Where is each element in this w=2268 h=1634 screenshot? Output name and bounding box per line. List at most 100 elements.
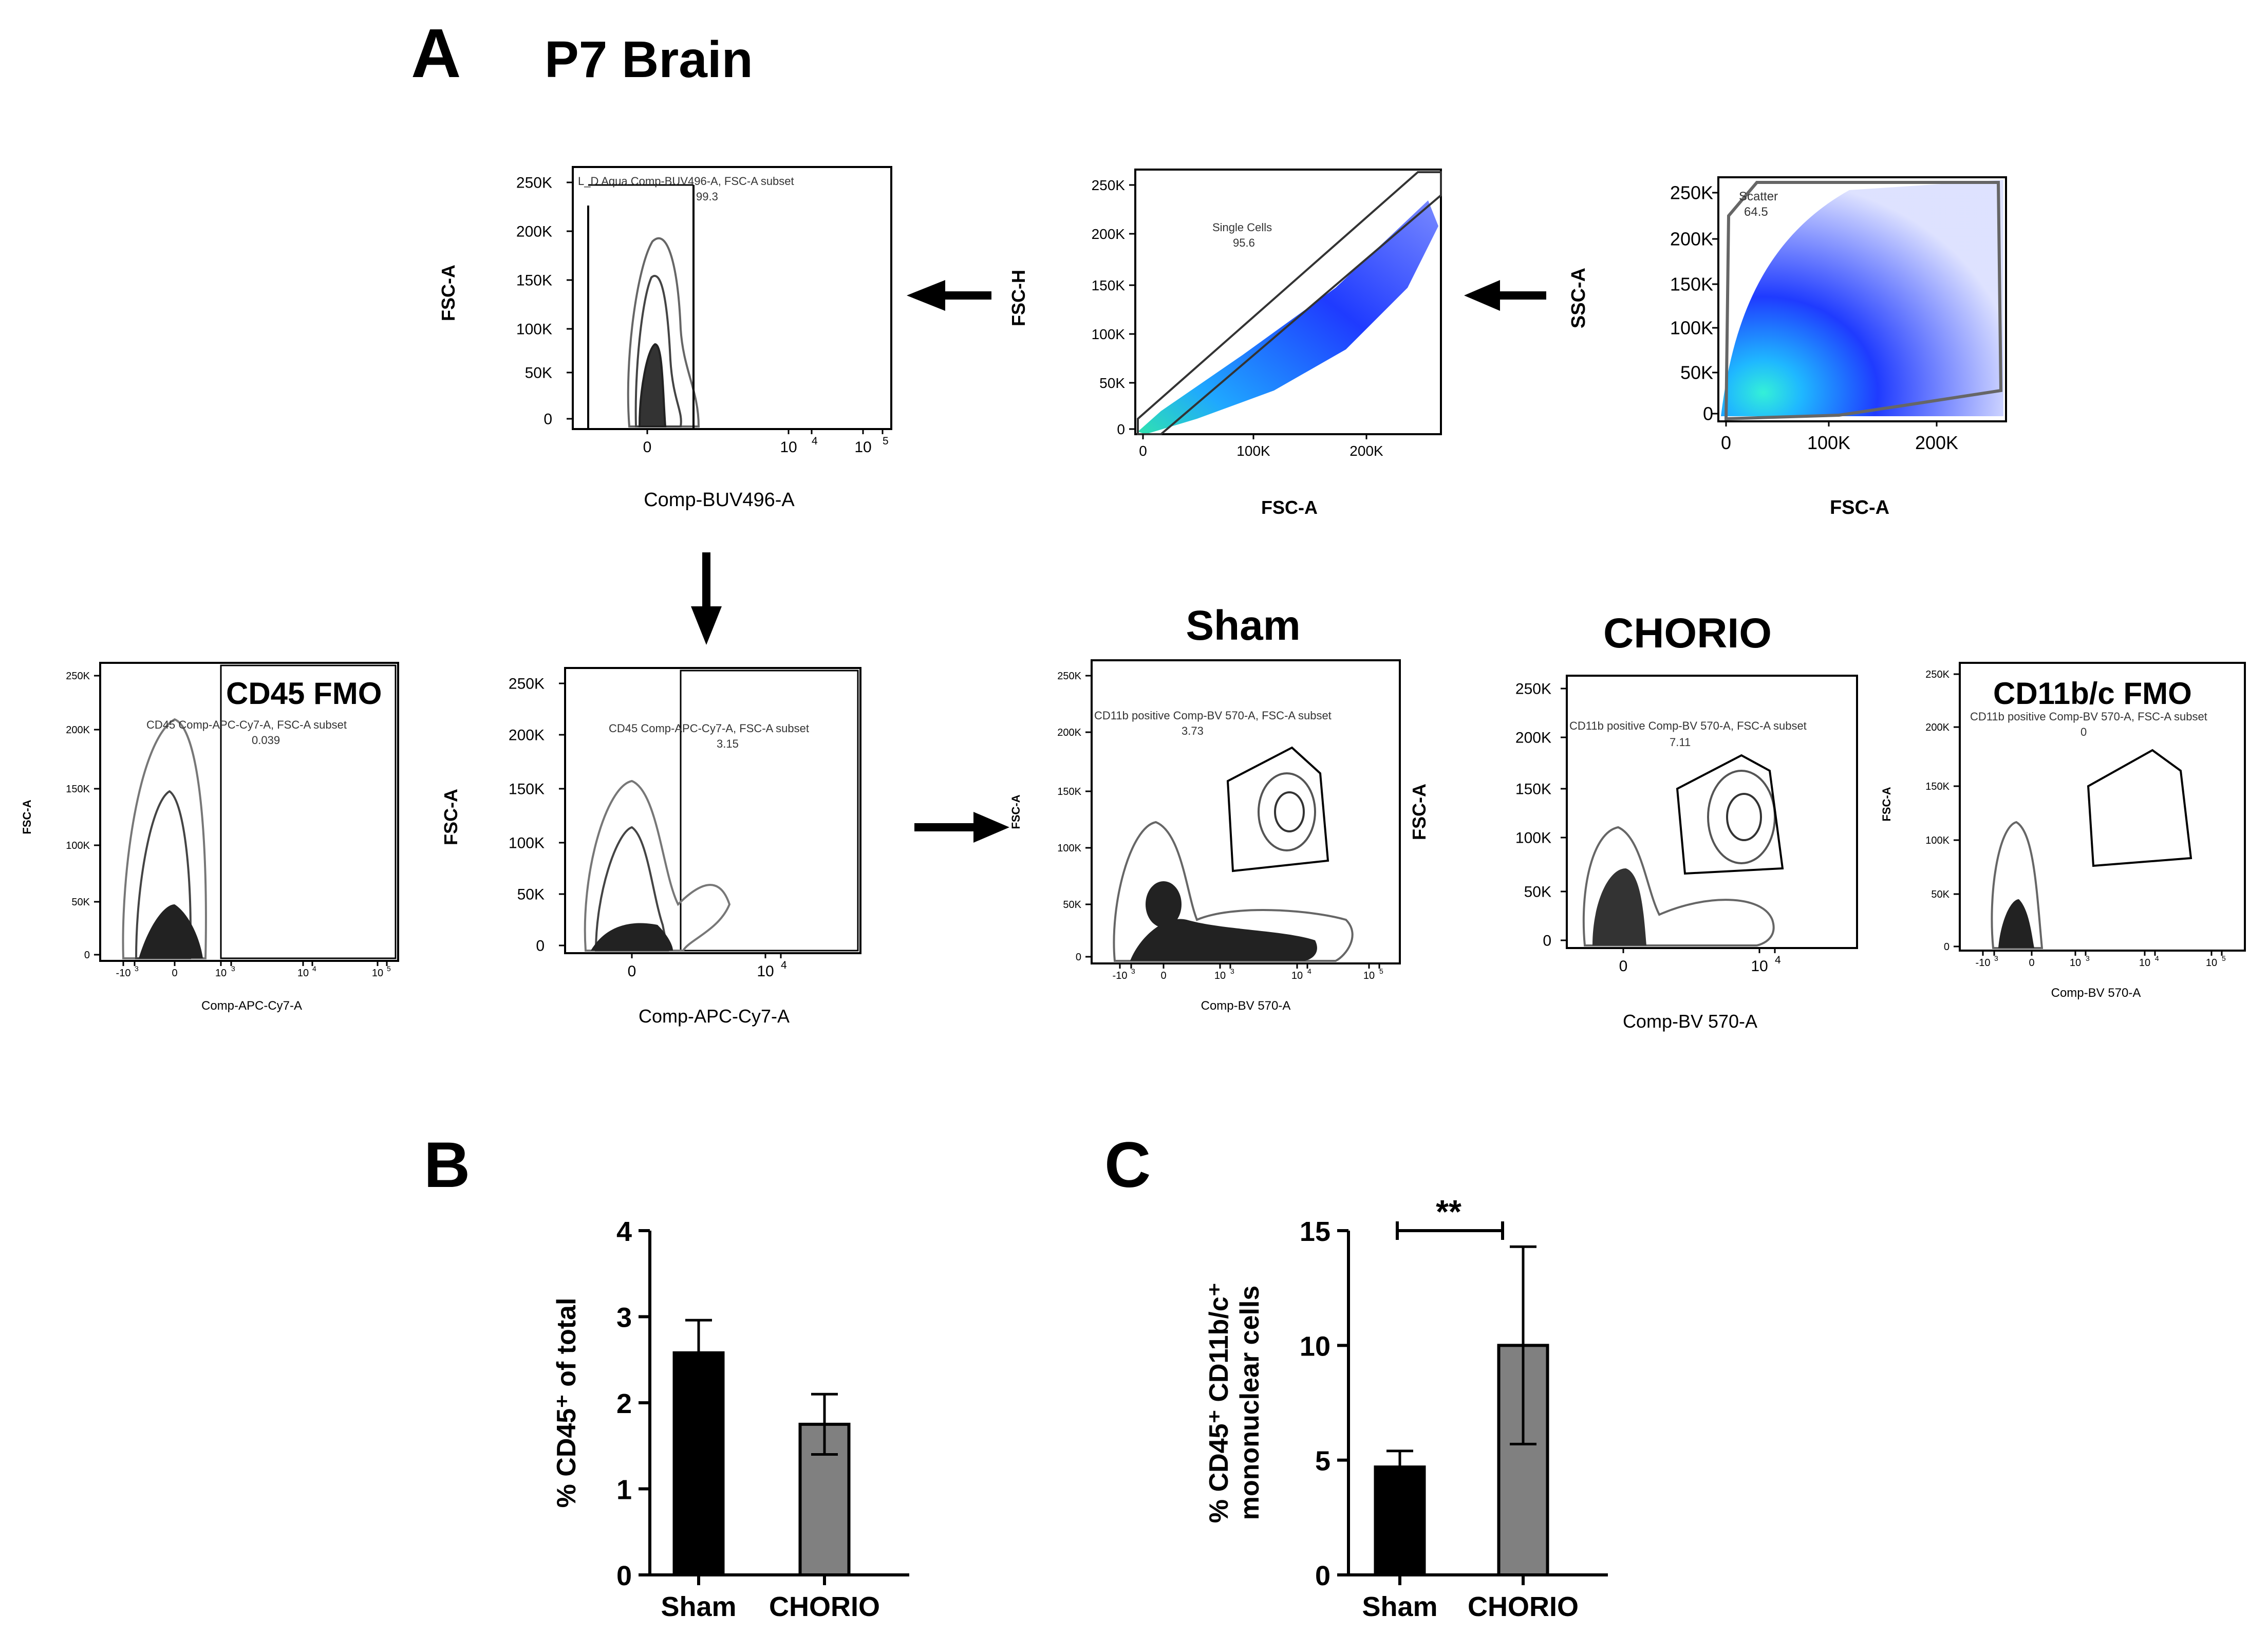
plot-frame (1134, 169, 1442, 435)
contour-core (591, 923, 673, 951)
contour-upper-inner (1274, 791, 1305, 832)
y-tick-label: 3 (616, 1303, 632, 1333)
arrow-down (691, 552, 722, 645)
x-tick-label: 3 (231, 964, 235, 973)
contour-core (1130, 919, 1317, 961)
y-tick-label: 150K (1515, 781, 1551, 798)
y-tick-label: 100K (516, 321, 552, 338)
plot-frame (1717, 176, 2007, 422)
y-axis-label: SSC-A (1568, 268, 1589, 328)
y-tick-label: 10 (1300, 1331, 1330, 1362)
y-tick-label: 250K (1515, 681, 1551, 698)
plot-cd11b-sham: Sham CD11b positive Comp-BV 570-A, FSC-A… (1009, 602, 1401, 1013)
x-tick-label: 3 (1994, 954, 1998, 962)
x-tick-label: 4 (2155, 954, 2159, 962)
x-ticks: -10 3 0 10 3 10 4 10 5 (116, 961, 391, 979)
y-tick-label: 250K (1057, 671, 1081, 682)
plot-single-cells: Single Cells 95.6 FSC-A FSC-H 0 100K 200K … (1008, 169, 1442, 518)
x-ticks: 0 10 4 10 5 (643, 429, 889, 456)
gate-value: 95.6 (1233, 236, 1255, 249)
x-axis-label: FSC-A (1830, 497, 1889, 518)
group-title-chorio: CHORIO (1603, 610, 1772, 657)
y-tick-label: 100K (1925, 835, 1950, 846)
y-tick-label: 50K (1524, 884, 1551, 901)
plot-scatter-gate: Scatter 64.5 FSC-A SSC-A 0 100K 200K 0 50K 1… (1568, 176, 2007, 518)
x-tick-label: -10 (1976, 957, 1991, 969)
gate-name: CD45 Comp-APC-Cy7-A, FSC-A subset (609, 722, 809, 735)
y-tick-label: 100K (1092, 326, 1126, 342)
x-tick-label-chorio: CHORIO (769, 1591, 880, 1622)
scatter-cloud (1138, 200, 1438, 434)
gate-name: Single Cells (1212, 221, 1272, 234)
contour-core (139, 904, 203, 958)
plot-cd45-fmo: CD45 FMO CD45 Comp-APC-Cy7-A, FSC-A subs… (21, 662, 399, 1013)
x-axis-label: Comp-BUV496-A (644, 489, 795, 511)
y-tick-label: 50K (525, 365, 552, 382)
x-tick-label: 4 (781, 959, 787, 971)
y-axis-label-line2: mononuclear cells (1235, 1286, 1265, 1520)
plot-title: CD11b/c FMO (1993, 676, 2192, 711)
cd11b-gate-polygon (1226, 746, 1329, 872)
contour-upper (1707, 770, 1776, 864)
x-axis-label: Comp-BV 570-A (2051, 986, 2141, 1000)
x-tick-label: 0 (2029, 957, 2034, 969)
x-axis-label: Comp-BV 570-A (1201, 999, 1291, 1013)
y-axis-label: FSC-A (1009, 794, 1022, 829)
y-tick-label: 5 (1315, 1446, 1330, 1477)
contour-inner (634, 275, 682, 428)
y-ticks: 0 50K 100K 150K 200K 250K (1515, 681, 1567, 950)
contour-low (1113, 821, 1354, 962)
y-tick-label: 50K (1063, 899, 1081, 911)
gate-name: CD45 Comp-APC-Cy7-A, FSC-A subset (146, 718, 347, 731)
gate-name: CD11b positive Comp-BV 570-A, FSC-A subs… (1569, 719, 1807, 732)
x-tick-label: 10 (1291, 970, 1303, 981)
plot-frame (564, 667, 861, 954)
y-tick-label: 100K (1515, 830, 1551, 847)
y-tick-label: 150K (1092, 277, 1126, 293)
y-tick-label: 50K (71, 897, 90, 908)
y-ticks: 0 50K 100K 150K 200K 250K (1670, 182, 1718, 424)
contour-core (1592, 868, 1646, 945)
gate-name: Scatter (1739, 190, 1778, 203)
x-tick-label: 10 (2139, 957, 2150, 969)
x-ticks: 0 100K 200K (1721, 421, 1958, 453)
y-axis-label: % CD45⁺ of total (552, 1298, 582, 1508)
y-tick-label: 50K (1931, 889, 1950, 900)
gate-name: CD11b positive Comp-BV 570-A, FSC-A subs… (1970, 710, 2207, 723)
y-tick-label: 100K (1670, 318, 1713, 339)
bar-sham (672, 1351, 725, 1577)
x-tick-label: 0 (1139, 443, 1147, 459)
x-tick-label: 10 (2206, 957, 2217, 969)
y-tick-label: 2 (616, 1388, 632, 1419)
x-tick-label: 5 (387, 964, 391, 973)
x-axis-label: Comp-BV 570-A (1623, 1011, 1757, 1032)
y-tick-label: 0 (1543, 933, 1551, 950)
x-tick-label: -10 (1113, 970, 1128, 981)
x-tick-label: 10 (297, 968, 309, 979)
x-tick-label: 10 (1214, 970, 1226, 981)
x-tick-label: 0 (1160, 970, 1166, 981)
y-tick-label: 100K (1057, 843, 1081, 854)
y-ticks: 0 50K 100K 150K 200K 250K (1057, 671, 1092, 963)
x-tick-label: 3 (2086, 954, 2090, 962)
y-tick-label: 0 (1703, 403, 1713, 424)
y-tick-label: 200K (1515, 730, 1551, 747)
y-tick-label: 150K (516, 272, 552, 289)
gate-value: 0.039 (252, 734, 280, 747)
bar-chart-b: 0 1 2 3 4 Sham CHORIO % CD45⁺ of total (552, 1216, 909, 1622)
y-tick-label: 200K (66, 725, 90, 736)
y-axis-label: % CD45⁺ CD11b/c⁺ (1204, 1283, 1234, 1523)
y-tick-label: 200K (1057, 727, 1081, 738)
arrow-left-2 (1464, 280, 1546, 311)
contour-low (1582, 826, 1775, 946)
x-ticks: -10 3 0 10 3 10 4 10 5 (1976, 951, 2226, 969)
plot-cd11b-chorio: CHORIO CD11b positive Comp-BV 570-A, FSC… (1409, 610, 1858, 1032)
contour-outer (122, 718, 207, 959)
bar-chart-c: 0 5 10 15 Sham CHORIO % CD45⁺ CD11b/c⁺ mononucl… (1204, 1193, 1608, 1622)
plot-cd45-gate: CD45 Comp-APC-Cy7-A, FSC-A subset 3.15 C… (440, 667, 861, 1027)
plot-frame (1959, 662, 2246, 952)
significance-label: ** (1436, 1193, 1461, 1230)
gate-value: 99.3 (696, 190, 718, 203)
contour-core (638, 343, 667, 428)
x-tick-label: 4 (1307, 967, 1311, 975)
